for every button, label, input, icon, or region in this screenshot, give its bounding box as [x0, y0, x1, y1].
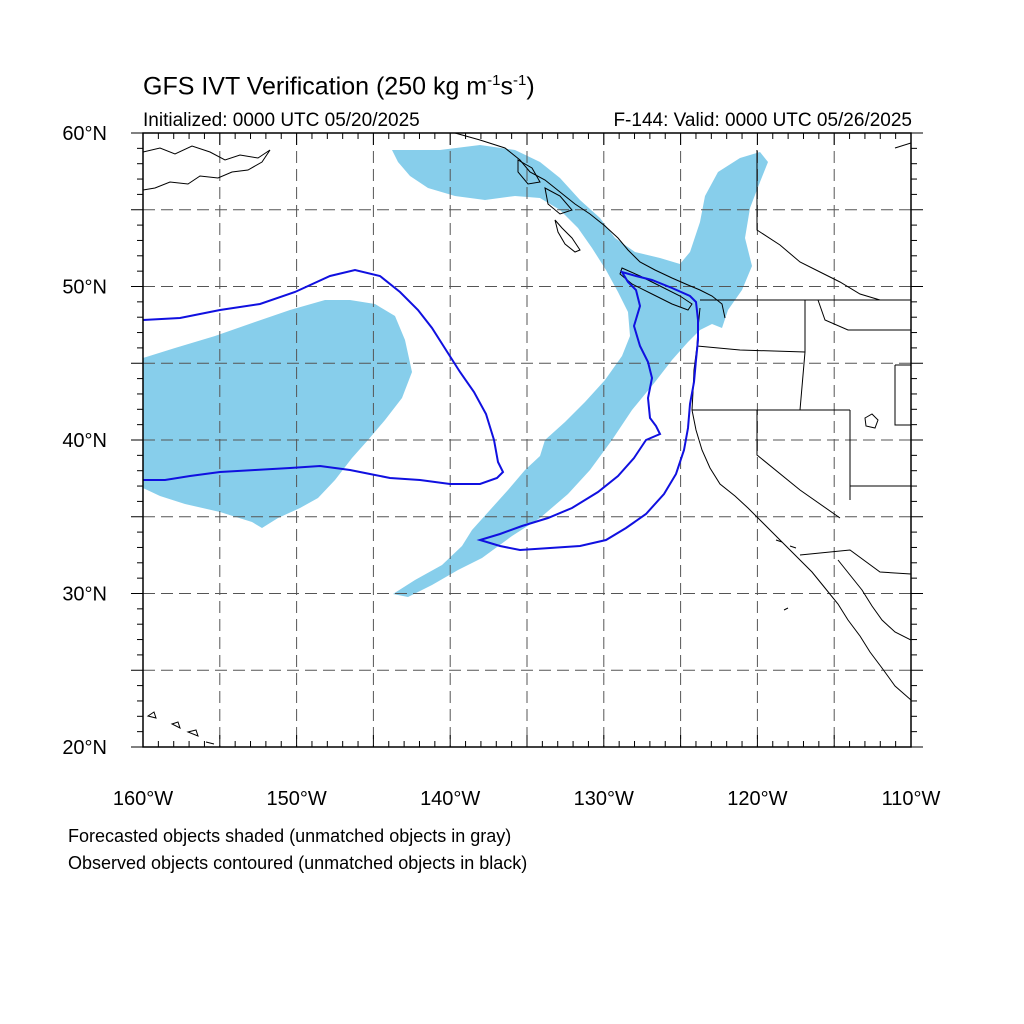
haida-gwaii: [554, 219, 581, 253]
forecast-object-river: [392, 145, 768, 597]
longitude-labels: 160°W 150°W 140°W 130°W 120°W 110°W: [113, 788, 941, 810]
island-1: [517, 159, 541, 185]
lat-label: 30°N: [62, 584, 107, 606]
caption-forecast: Forecasted objects shaded (unmatched obj…: [68, 826, 512, 846]
plot-title: GFS IVT Verification (250 kg m-1s-1): [143, 72, 535, 101]
lat-label: 20°N: [62, 737, 107, 759]
wyoming-border: [894, 364, 911, 426]
great-salt-lake: [864, 413, 879, 429]
lon-label: 130°W: [574, 788, 634, 810]
caption-observed: Observed objects contoured (unmatched ob…: [68, 853, 528, 873]
valid-time: F-144: Valid: 0000 UTC 05/26/2025: [613, 110, 912, 131]
lon-label: 140°W: [420, 788, 480, 810]
lon-label: 110°W: [882, 788, 941, 810]
graticule: [143, 133, 911, 747]
axis-ticks: [131, 132, 923, 748]
lat-label: 50°N: [62, 277, 107, 299]
hudson-coast-ne: [894, 142, 911, 149]
observed-object-west: [143, 268, 505, 485]
forecast-objects: [143, 145, 768, 597]
alaska-coastline: [143, 145, 271, 191]
forecast-object-west: [143, 300, 412, 528]
island-2: [544, 187, 573, 215]
channel-islands: [775, 539, 797, 611]
lon-label: 160°W: [113, 788, 173, 810]
hawaii-islands: [146, 711, 215, 745]
us-mexico-border: [799, 549, 911, 575]
idaho-border: [799, 300, 806, 411]
latitude-labels: 60°N 50°N 40°N 30°N 20°N: [62, 123, 107, 759]
baja-gulf-coast: [837, 559, 911, 641]
lat-label: 60°N: [62, 123, 107, 145]
washington-oregon-border: [696, 345, 806, 353]
lon-label: 150°W: [266, 788, 326, 810]
observed-object-river: [476, 270, 699, 552]
us-west-coast: [691, 307, 911, 701]
canada-province-border: [756, 150, 881, 301]
observed-objects: [143, 268, 699, 552]
california-nevada-border: [756, 410, 841, 519]
initialized-time: Initialized: 0000 UTC 05/20/2025: [143, 110, 420, 131]
lat-label: 40°N: [62, 430, 107, 452]
lon-label: 120°W: [727, 788, 787, 810]
montana-border: [817, 299, 911, 331]
